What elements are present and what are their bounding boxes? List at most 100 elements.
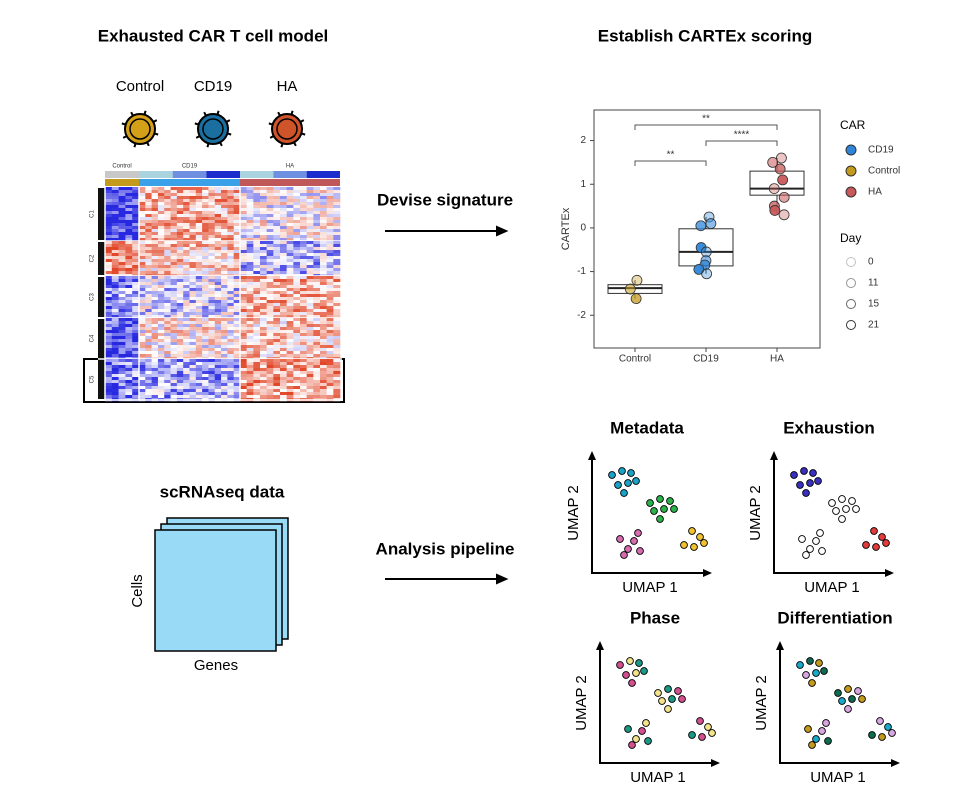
heat-cell [273,265,281,269]
heat-cell [286,285,294,289]
heat-cell [333,271,341,275]
heat-cell [306,279,314,283]
heat-cell [202,312,209,316]
heat-cell [233,303,241,307]
heat-cell [195,306,203,310]
heat-cell [208,333,216,337]
heat-cell [280,315,287,319]
heat-cell [227,276,234,280]
heat-cell [202,208,209,212]
heat-cell [280,196,287,200]
heat-cell [240,208,247,212]
umap-axes [599,647,714,764]
heat-cell [286,395,294,399]
heat-cell [111,187,119,191]
heat-cell [208,262,216,266]
heat-cell [326,253,334,257]
heat-cell [111,377,119,381]
heat-cell [157,297,165,301]
heat-cell [195,336,203,340]
heat-cell [214,359,222,363]
heat-cell [240,297,247,301]
heat-cell [260,250,267,254]
heat-cell [253,282,261,286]
heat-cell [208,306,216,310]
heat-cell [333,368,341,372]
umap-dot [832,507,840,515]
heat-cell [253,220,261,224]
heat-cell [221,333,228,337]
heat-cell [286,371,294,375]
heat-cell [145,268,152,272]
heat-cell [195,291,203,295]
heat-cell [227,327,234,331]
heat-cell [189,368,197,372]
heat-cell [306,327,314,331]
heat-cell [240,315,247,319]
heat-cell [300,365,307,369]
heat-cell [183,333,190,337]
umap-dot [708,729,716,737]
heat-cell [105,333,113,337]
heat-cell [151,315,159,319]
heat-cell [260,365,267,369]
heat-cell [333,348,341,352]
heat-cell [157,276,165,280]
heat-cell [273,187,281,191]
heat-cell [280,312,287,316]
heat-cell [326,285,334,289]
legend-title: CAR [840,118,866,132]
heat-cell [176,297,184,301]
heat-cell [202,342,209,346]
heat-cell [170,268,178,272]
heat-cell [176,268,184,272]
heat-cell [313,211,321,215]
arrowhead [588,451,596,460]
heat-cell [221,300,228,304]
heat-cell [125,318,133,322]
heat-cell [300,199,307,203]
heat-cell [300,374,307,378]
heat-cell [221,196,228,200]
heat-cell [286,303,294,307]
heat-cell [313,285,321,289]
heat-cell [273,262,281,266]
heat-cell [320,241,327,245]
heat-cell [306,256,314,260]
heat-cell [145,354,152,358]
heat-cell [286,368,294,372]
heat-cell [189,395,197,399]
group-bar [105,179,139,186]
heat-cell [164,211,171,215]
heat-cell [313,256,321,260]
heat-cell [326,223,334,227]
heat-cell [293,232,301,236]
heat-cell [333,312,341,316]
heat-cell [326,306,334,310]
heat-cell [280,345,287,349]
heat-cell [221,265,228,269]
heat-cell [202,202,209,206]
heat-cell [266,256,274,260]
heat-cell [286,359,294,363]
heat-cell [176,253,184,257]
heat-cell [111,253,119,257]
heat-cell [253,244,261,248]
heat-cell [333,247,341,251]
heat-cell [170,223,178,227]
heat-cell [157,333,165,337]
umap-dot [664,705,672,713]
heat-cell [320,303,327,307]
heat-cell [266,395,274,399]
heat-cell [189,214,197,218]
heat-cell [111,342,119,346]
heat-cell [320,377,327,381]
heat-cell [300,262,307,266]
heat-cell [253,297,261,301]
heat-cell [266,386,274,390]
heat-cell [145,300,152,304]
heat-cell [139,268,146,272]
heat-cell [111,285,119,289]
heat-cell [189,271,197,275]
heat-cell [266,309,274,313]
